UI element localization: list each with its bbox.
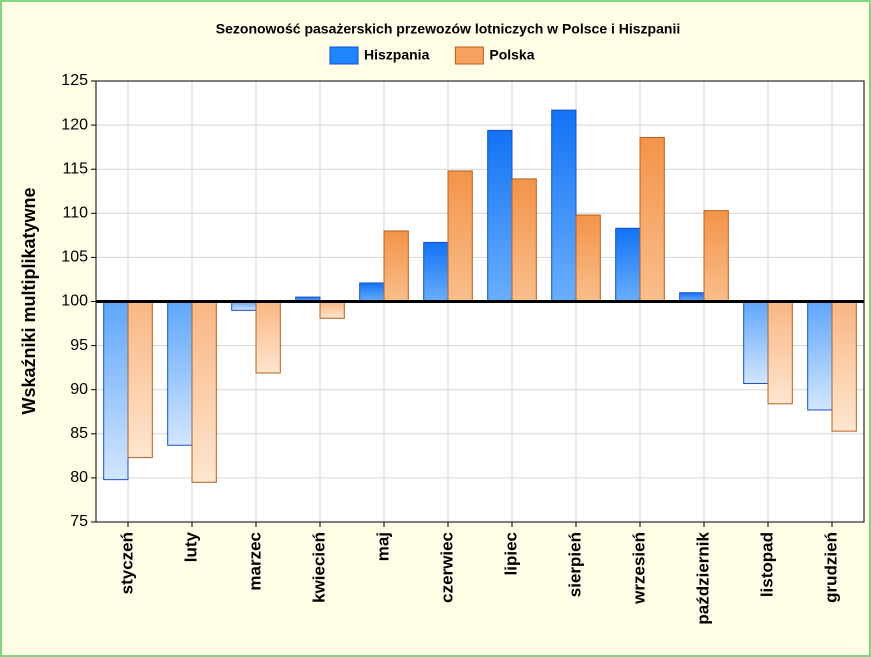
- x-tick-label: grudzień: [821, 532, 840, 603]
- y-axis-label: Wskaźniki multiplikatywne: [19, 187, 39, 414]
- bar: [319, 301, 345, 319]
- x-tick-label: listopad: [757, 532, 776, 597]
- bar: [487, 129, 513, 302]
- bar: [703, 210, 729, 303]
- x-tick-label: październik: [693, 531, 712, 624]
- x-tick-label: lipiec: [501, 532, 520, 575]
- legend: Hiszpania Polska: [329, 46, 535, 65]
- x-tick-label: styczeń: [117, 532, 136, 594]
- x-tick-label: sierpień: [565, 532, 584, 597]
- y-tick-label: 80: [70, 469, 88, 486]
- bar: [191, 301, 217, 483]
- bar: [807, 301, 833, 411]
- bar: [255, 301, 281, 374]
- x-tick-label: maj: [373, 532, 392, 561]
- legend-swatch: [454, 46, 484, 65]
- bar: [551, 109, 577, 302]
- bar: [575, 214, 601, 302]
- y-tick-label: 90: [70, 381, 88, 398]
- y-tick-label: 75: [70, 513, 88, 530]
- legend-swatch: [329, 46, 359, 65]
- y-tick-label: 85: [70, 425, 88, 442]
- bar: [359, 282, 385, 302]
- x-tick-label: kwiecień: [309, 532, 328, 603]
- plot-border: [95, 80, 865, 523]
- y-tick-label: 110: [62, 205, 88, 222]
- bar: [423, 241, 449, 303]
- bar: [127, 301, 153, 459]
- bar: [383, 230, 409, 302]
- y-tick-label: 115: [62, 160, 88, 177]
- x-tick-label: luty: [181, 531, 200, 562]
- y-tick-label: 95: [70, 337, 88, 354]
- chart-title: Sezonowość pasażerskich przewozów lotnic…: [216, 21, 680, 37]
- bar: [767, 301, 793, 405]
- y-tick-label: 125: [61, 72, 88, 89]
- x-tick-label: czerwiec: [437, 532, 456, 603]
- legend-label: Hiszpania: [364, 47, 430, 63]
- x-tick-label: marzec: [245, 532, 264, 591]
- legend-label: Polska: [489, 47, 534, 63]
- bar: [511, 178, 537, 302]
- bar: [103, 301, 129, 481]
- bar: [831, 301, 857, 432]
- bar: [615, 227, 641, 303]
- y-tick-label: 120: [61, 116, 88, 133]
- bar: [447, 170, 473, 302]
- x-tick-label: wrzesień: [629, 532, 648, 605]
- y-tick-label: 100: [61, 293, 88, 310]
- y-tick-label: 105: [61, 249, 88, 266]
- bar: [639, 136, 665, 302]
- bar: [743, 301, 769, 385]
- bar: [167, 301, 193, 446]
